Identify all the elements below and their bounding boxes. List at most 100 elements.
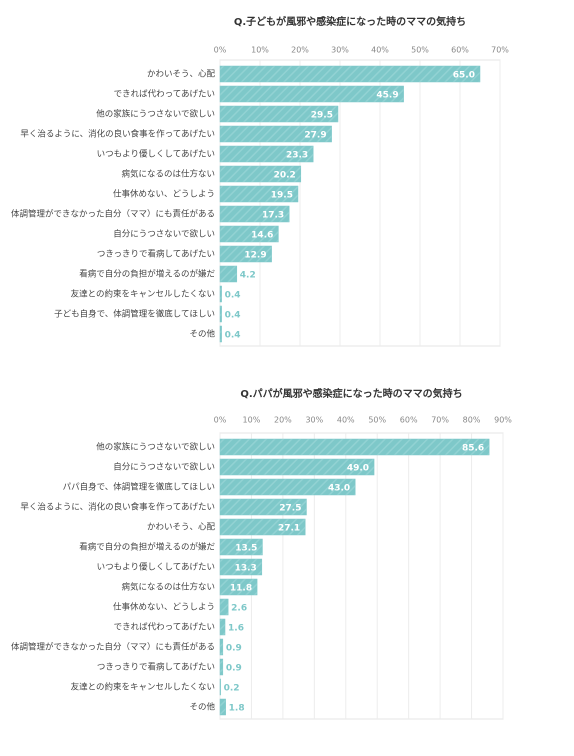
bar (219, 125, 332, 143)
category-label: いつもより優しくしてあげたい (97, 562, 215, 573)
bar (219, 85, 404, 103)
bar (219, 618, 226, 636)
x-tick-label: 10% (243, 416, 261, 425)
category-label: 仕事休めない、どうしよう (113, 189, 215, 200)
category-label: 自分にうつさないで欲しい (113, 462, 215, 473)
bar (219, 638, 224, 656)
value-label: 29.5 (311, 111, 333, 121)
bar (219, 678, 221, 696)
x-tick-label: 30% (305, 416, 323, 425)
category-label: かわいそう、心配 (147, 70, 216, 80)
x-tick-label: 60% (451, 46, 469, 55)
value-label: 0.2 (224, 684, 240, 694)
bar (219, 498, 307, 516)
value-label: 27.9 (304, 131, 326, 141)
x-tick-label: 70% (431, 416, 449, 425)
value-label: 17.3 (262, 211, 284, 221)
category-label: その他 (189, 329, 215, 340)
category-label: 友達との約束をキャンセルしたくない (71, 289, 215, 300)
category-label: 病気になるのは仕方ない (121, 582, 215, 593)
bar (219, 325, 222, 343)
x-tick-label: 0% (214, 416, 227, 425)
category-label: できれば代わってあげたい (114, 622, 215, 633)
value-label: 0.4 (225, 311, 241, 321)
value-label: 11.8 (230, 584, 252, 594)
category-label: かわいそう、心配 (147, 523, 216, 533)
x-tick-label: 50% (368, 416, 386, 425)
value-label: 2.6 (231, 604, 247, 614)
x-tick-label: 80% (463, 416, 481, 425)
x-tick-label: 90% (494, 416, 512, 425)
bar (219, 478, 356, 496)
category-label: 早く治るように、消化の良い食事を作ってあげたい (20, 129, 215, 140)
category-label: 仕事休めない、どうしよう (113, 602, 215, 613)
x-tick-label: 20% (274, 416, 292, 425)
bar (219, 598, 229, 616)
category-label: 友達との約束をキャンセルしたくない (71, 682, 215, 693)
category-label: 体調管理ができなかった自分（ママ）にも責任がある (11, 642, 215, 653)
value-label: 65.0 (453, 71, 475, 81)
bar (219, 165, 302, 183)
x-tick-label: 70% (491, 46, 509, 55)
value-label: 14.6 (251, 231, 273, 241)
category-label: 早く治るように、消化の良い食事を作ってあげたい (20, 502, 215, 513)
bar (219, 538, 263, 556)
value-label: 43.0 (328, 484, 350, 494)
value-label: 49.0 (347, 464, 369, 474)
x-tick-label: 40% (371, 46, 389, 55)
category-label: つきっきりで看病してあげたい (97, 662, 215, 673)
category-label: 看病で自分の負担が増えるのが嫌だ (79, 269, 215, 280)
plot-frame (219, 59, 501, 347)
category-label: 看病で自分の負担が増えるのが嫌だ (79, 542, 215, 553)
value-label: 0.4 (225, 291, 241, 301)
bar (219, 578, 258, 596)
bar (219, 518, 306, 536)
value-label: 27.5 (279, 504, 301, 514)
x-tick-label: 20% (291, 46, 309, 55)
category-label: つきっきりで看病してあげたい (97, 249, 215, 260)
x-tick-label: 10% (251, 46, 269, 55)
bar (219, 225, 279, 243)
value-label: 4.2 (240, 271, 256, 281)
category-label: 他の家族にうつさないで欲しい (96, 109, 215, 120)
value-label: 13.3 (235, 564, 257, 574)
bar (219, 185, 299, 203)
bar (219, 558, 263, 576)
bar (219, 265, 238, 283)
x-tick-label: 50% (411, 46, 429, 55)
category-label: パパ自身で、体調管理を徹底してほしい (63, 482, 215, 493)
bar (219, 438, 490, 456)
x-tick-label: 30% (331, 46, 349, 55)
bar (219, 698, 226, 716)
category-label: その他 (189, 702, 215, 713)
category-label: できれば代わってあげたい (114, 89, 215, 100)
bar (219, 285, 222, 303)
value-label: 45.9 (376, 91, 398, 101)
value-label: 0.9 (226, 644, 242, 654)
chart-title: Q.パパが風邪や感染症になった時のママの気持ち (240, 387, 462, 400)
category-label: 子ども自身で、体調管理を徹底してほしい (54, 309, 215, 320)
bar (219, 65, 481, 83)
chart-title: Q.子どもが風邪や感染症になった時のママの気持ち (234, 15, 466, 28)
value-label: 12.9 (244, 251, 266, 261)
bar (219, 458, 375, 476)
category-label: 自分にうつさないで欲しい (113, 229, 215, 240)
bar (219, 305, 222, 323)
value-label: 85.6 (462, 444, 484, 454)
bar (219, 205, 290, 223)
category-label: 病気になるのは仕方ない (121, 169, 215, 180)
category-label: 他の家族にうつさないで欲しい (96, 442, 215, 453)
x-tick-label: 60% (400, 416, 418, 425)
value-label: 23.3 (286, 151, 308, 161)
value-label: 0.4 (225, 331, 241, 341)
value-label: 1.8 (229, 704, 245, 714)
category-label: いつもより優しくしてあげたい (97, 149, 215, 160)
value-label: 20.2 (274, 171, 296, 181)
bar (219, 105, 339, 123)
x-tick-label: 40% (337, 416, 355, 425)
bar (219, 145, 314, 163)
value-label: 13.5 (235, 544, 257, 554)
x-tick-label: 0% (214, 46, 227, 55)
value-label: 27.1 (278, 524, 300, 534)
